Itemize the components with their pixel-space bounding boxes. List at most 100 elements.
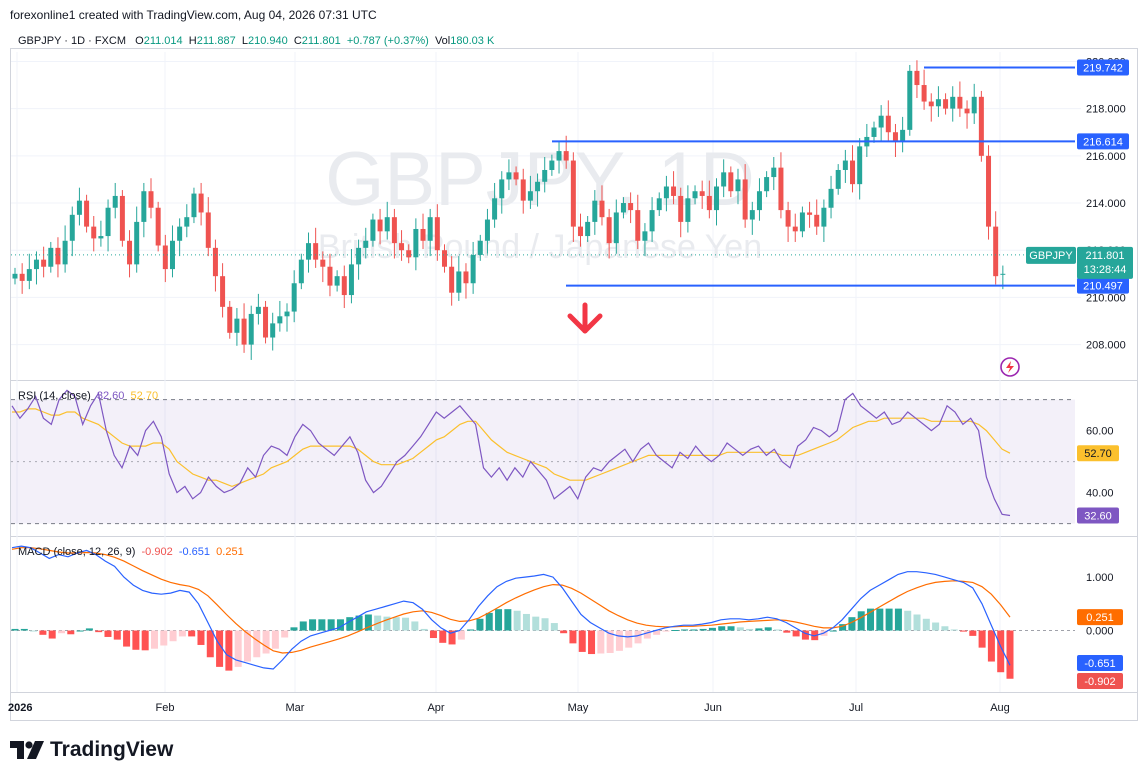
candle[interactable] [162,234,168,283]
candle[interactable] [341,265,347,309]
candle[interactable] [807,201,813,228]
candle[interactable] [506,159,512,191]
candle[interactable] [935,86,941,117]
candle[interactable] [112,182,118,219]
candle[interactable] [277,300,283,332]
candle[interactable] [298,253,304,290]
candle[interactable] [964,100,970,129]
candle[interactable] [270,312,276,351]
candle[interactable] [384,201,390,240]
candle[interactable] [212,239,218,292]
candle[interactable] [656,192,662,216]
candle[interactable] [427,208,433,257]
candle[interactable] [542,157,548,193]
candle[interactable] [227,300,233,339]
candle[interactable] [535,173,541,207]
candle[interactable] [678,187,684,238]
candle[interactable] [527,175,533,209]
candle[interactable] [850,145,856,193]
candle[interactable] [470,241,476,294]
candle[interactable] [155,201,161,252]
candle[interactable] [127,230,133,278]
candle[interactable] [363,227,369,259]
candle[interactable] [706,180,712,219]
candle[interactable] [907,64,913,136]
candle[interactable] [191,187,197,224]
candle[interactable] [714,178,720,226]
candle[interactable] [520,168,526,214]
legend-symbol[interactable]: GBPJPY · 1D · FXCM [18,35,126,47]
candle[interactable] [12,267,18,285]
candle[interactable] [771,157,777,191]
candle[interactable] [592,190,598,235]
candle[interactable] [628,192,634,224]
candle[interactable] [649,197,655,242]
candle[interactable] [943,93,949,115]
candle[interactable] [19,263,25,294]
candle[interactable] [549,154,555,176]
candle[interactable] [756,178,762,221]
candle[interactable] [62,225,68,273]
candle[interactable] [463,263,469,299]
candle[interactable] [642,223,648,257]
candle[interactable] [735,168,741,205]
candle[interactable] [871,121,877,143]
down-arrow-icon[interactable] [567,302,603,334]
macd-line[interactable] [11,545,1011,670]
candle[interactable] [993,211,999,285]
candle[interactable] [613,199,619,254]
candle[interactable] [334,270,340,292]
candle[interactable] [91,216,97,252]
candle[interactable] [119,190,125,247]
candle[interactable] [313,227,319,268]
candle[interactable] [305,232,311,273]
candle[interactable] [141,182,147,238]
candle[interactable] [570,152,576,242]
candle[interactable] [134,206,140,273]
candle[interactable] [492,182,498,228]
candle[interactable] [84,194,90,233]
candle[interactable] [148,178,154,219]
candle[interactable] [177,218,183,257]
candle[interactable] [320,251,326,283]
candle[interactable] [685,185,691,233]
rsi-line[interactable] [11,389,1011,517]
candle[interactable] [599,185,605,226]
candle[interactable] [356,239,362,280]
candle[interactable] [742,164,748,228]
candle[interactable] [814,199,820,235]
candle[interactable] [98,220,104,247]
candle[interactable] [606,208,612,259]
candle[interactable] [55,237,61,278]
candle[interactable] [513,166,519,186]
candle[interactable] [48,241,54,273]
candle[interactable] [327,253,333,297]
candle[interactable] [585,216,591,242]
candle[interactable] [434,204,440,261]
candle[interactable] [978,90,984,162]
candle[interactable] [69,206,75,257]
macd-title[interactable]: MACD (close, 12, 26, 9) [18,546,136,558]
candle[interactable] [986,145,992,240]
candle[interactable] [377,208,383,245]
candle[interactable] [799,206,805,238]
candle[interactable] [699,180,705,209]
candle[interactable] [900,116,906,153]
candle[interactable] [556,140,562,174]
rsi-title[interactable]: RSI (14, close) [18,390,91,402]
candle[interactable] [291,270,297,323]
candle[interactable] [234,308,240,346]
candle[interactable] [26,253,32,290]
candle[interactable] [284,303,290,332]
candle[interactable] [499,171,505,214]
candle[interactable] [484,208,490,254]
lightning-icon[interactable] [1000,357,1020,377]
macd-signal-line[interactable] [11,547,1011,654]
candle[interactable] [778,152,784,219]
candle[interactable] [477,234,483,261]
candle[interactable] [721,159,727,198]
candle[interactable] [842,149,848,183]
candle[interactable] [76,187,82,226]
candle[interactable] [835,164,841,195]
candle[interactable] [663,175,669,212]
